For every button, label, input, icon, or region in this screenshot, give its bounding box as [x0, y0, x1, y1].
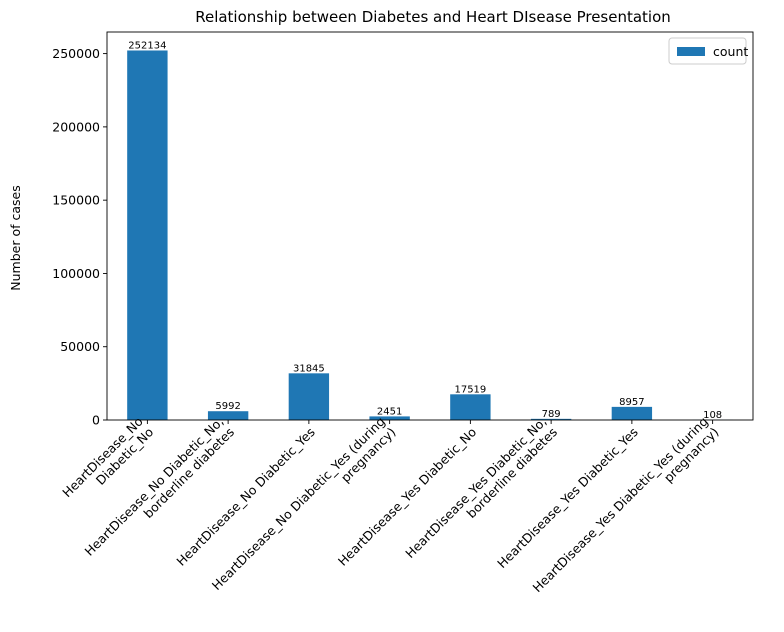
- chart-title: Relationship between Diabetes and Heart …: [195, 8, 671, 26]
- y-tick-label: 50000: [60, 339, 100, 354]
- y-tick-label: 200000: [52, 119, 100, 134]
- x-tick-label: borderline diabetes: [140, 424, 237, 521]
- legend-box: [668, 37, 747, 65]
- bar: [611, 406, 653, 420]
- data-label: 789: [542, 409, 561, 420]
- bar: [288, 373, 330, 420]
- legend-swatch: [677, 47, 705, 56]
- data-label: 17519: [454, 384, 486, 395]
- data-label: 5992: [215, 401, 240, 412]
- y-tick-label: 250000: [52, 46, 100, 61]
- y-tick-label: 150000: [52, 193, 100, 208]
- bar: [127, 50, 168, 420]
- bar: [530, 418, 572, 420]
- data-label: 2451: [377, 406, 402, 417]
- data-label: 108: [703, 410, 722, 421]
- data-label: 31845: [293, 363, 325, 374]
- y-axis-label: Number of cases: [8, 185, 23, 290]
- plot-area: 252134 5992 31845 2451 17519 789 8957 108 0 50000…: [52, 31, 754, 595]
- bar: [207, 411, 249, 420]
- y-tick-label: 0: [92, 413, 100, 428]
- bar: [450, 394, 491, 420]
- bar: [369, 416, 410, 420]
- data-label: 252134: [128, 40, 166, 51]
- x-tick-label: borderline diabetes: [463, 424, 560, 521]
- y-tick-label: 100000: [52, 266, 100, 281]
- axes-frame: [106, 31, 754, 421]
- data-label: 8957: [619, 397, 644, 408]
- legend-label: count: [713, 44, 748, 59]
